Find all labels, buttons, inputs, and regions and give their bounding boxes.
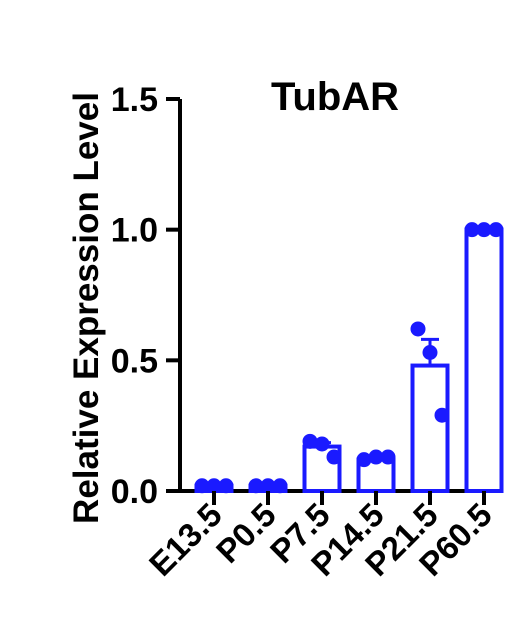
data-point [422,344,438,360]
data-point [206,478,222,494]
data-point [194,478,210,494]
data-point [218,478,234,494]
bar [410,363,450,493]
data-point [326,449,342,465]
y-axis-label: Relative Expression Level [67,92,106,524]
data-point [356,452,372,468]
data-point [410,321,426,337]
x-tick-label: P0.5 [209,496,283,570]
y-tick-label: 1.0 [111,212,158,250]
data-point [272,478,288,494]
data-point [260,478,276,494]
y-tick-label: 1.5 [111,81,158,119]
chart-title: TubAR [271,75,399,119]
data-point [314,436,330,452]
y-tick-label: 0.5 [111,342,158,380]
data-point [302,433,318,449]
data-point [434,407,450,423]
y-tick-label: 0.0 [111,473,158,511]
data-point [476,222,492,238]
data-point [380,449,396,465]
data-point [248,478,264,494]
data-point [464,222,480,238]
data-point [488,222,504,238]
data-point [368,449,384,465]
bar [464,227,504,494]
